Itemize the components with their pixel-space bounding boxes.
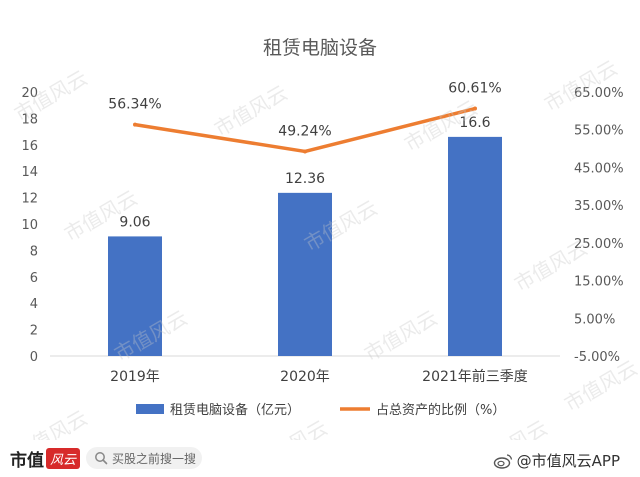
left-axis-tick-label: 0 (30, 350, 38, 365)
search-placeholder: 买股之前搜一搜 (112, 451, 197, 466)
search-box[interactable]: 买股之前搜一搜 (86, 447, 202, 469)
ratio-point (133, 122, 137, 127)
right-axis-tick-label: 45.00% (574, 161, 624, 176)
brand-name: 市值 (10, 450, 44, 471)
left-axis-tick-label: 10 (21, 218, 38, 233)
right-axis-tick-label: 15.00% (574, 275, 624, 290)
footer-bar: 市值 风云 买股之前搜一搜 @市值风云APP (0, 440, 640, 476)
left-axis-tick-label: 12 (21, 192, 38, 207)
left-axis-tick-label: 6 (30, 271, 38, 286)
weibo-credit: @市值风云APP (493, 450, 620, 471)
line-data-label: 56.34% (108, 97, 161, 113)
right-axis-tick-label: 35.00% (574, 199, 624, 214)
left-axis-tick-label: 14 (21, 165, 38, 180)
bar-data-label: 9.06 (119, 214, 150, 230)
bar (448, 136, 502, 356)
bar-data-label: 16.6 (459, 115, 490, 131)
line-data-label: 49.24% (278, 123, 331, 139)
bar (278, 192, 332, 356)
left-axis-tick-label: 8 (30, 244, 38, 259)
category-label: 2019年 (110, 369, 160, 385)
right-axis-tick-label: -5.00% (574, 350, 620, 365)
left-axis-tick-label: 20 (21, 86, 38, 101)
credit-text: @市值风云APP (516, 452, 620, 470)
search-icon (95, 452, 108, 465)
left-axis-tick-label: 16 (21, 139, 38, 154)
right-axis-tick-label: 5.00% (574, 312, 615, 327)
bar (108, 236, 162, 356)
brand-logo[interactable]: 市值 风云 (10, 446, 81, 471)
left-axis-tick-label: 2 (30, 324, 38, 339)
chart-title: 租赁电脑设备 (263, 37, 377, 59)
legend-swatch-bar (136, 404, 164, 414)
right-axis-tick-label: 55.00% (574, 124, 624, 139)
left-axis-tick-label: 4 (30, 297, 38, 312)
legend-label-line: 占总资产的比例（%） (376, 402, 505, 418)
chart-frame: 租赁电脑设备 0 2 4 6 8 10 12 14 16 18 20 -5.00% 5.00% 15.00%… (10, 37, 640, 477)
combo-chart: 租赁电脑设备 0 2 4 6 8 10 12 14 16 18 20 -5.00% 5.00% 15.00%… (21, 37, 624, 418)
line-data-label: 60.61% (448, 81, 501, 97)
right-axis-tick-label: 25.00% (574, 237, 624, 252)
ratio-point (303, 149, 307, 154)
weibo-icon (493, 453, 512, 469)
left-axis-tick-label: 18 (21, 112, 38, 127)
legend-label-bar: 租赁电脑设备（亿元） (170, 402, 300, 418)
bar-data-label: 12.36 (285, 171, 325, 187)
category-label: 2020年 (280, 369, 330, 385)
category-label: 2021年前三季度 (422, 368, 528, 385)
ratio-point (473, 106, 477, 111)
right-axis-tick-label: 65.00% (574, 86, 624, 101)
brand-badge: 风云 (46, 447, 81, 469)
